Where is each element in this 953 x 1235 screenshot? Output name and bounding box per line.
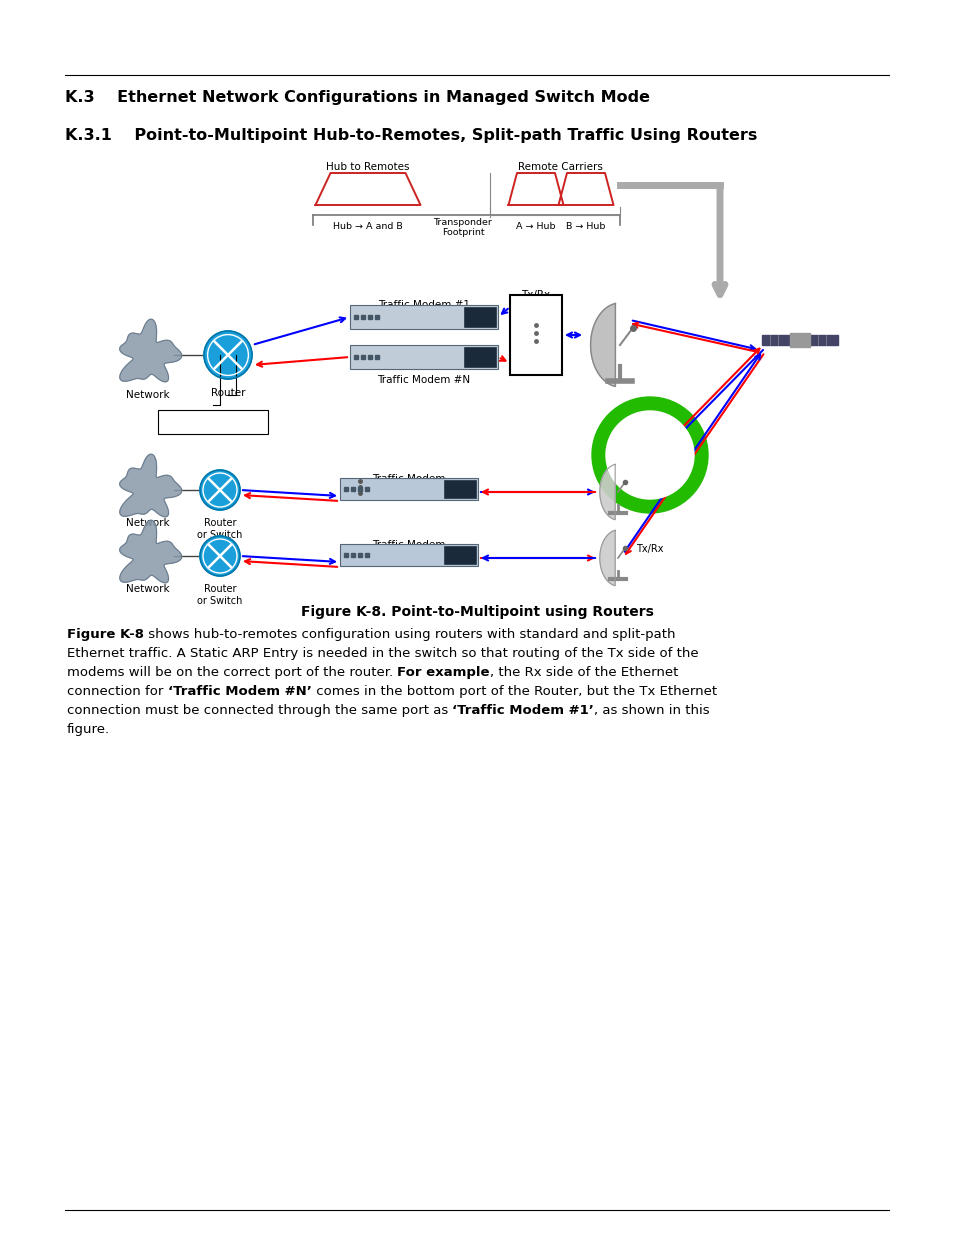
Bar bbox=[443, 546, 476, 564]
Polygon shape bbox=[119, 454, 181, 516]
Text: shows hub-to-remotes configuration using routers with standard and split-path: shows hub-to-remotes configuration using… bbox=[144, 629, 675, 641]
Text: Hub to Remotes: Hub to Remotes bbox=[326, 162, 410, 172]
Text: Tx/Rx: Tx/Rx bbox=[636, 478, 662, 488]
Text: comes in the bottom port of the Router, but the Tx Ethernet: comes in the bottom port of the Router, … bbox=[312, 685, 716, 698]
Bar bbox=[350, 305, 497, 329]
Text: modems will be on the correct port of the router.: modems will be on the correct port of th… bbox=[67, 666, 397, 679]
Text: Tx/Rx: Tx/Rx bbox=[521, 290, 550, 300]
Text: Traffic Modem: Traffic Modem bbox=[372, 474, 445, 484]
Bar bbox=[809, 335, 837, 345]
Text: , the Rx side of the Ethernet: , the Rx side of the Ethernet bbox=[489, 666, 678, 679]
Bar bbox=[510, 295, 561, 375]
Text: K.3    Ethernet Network Configurations in Managed Switch Mode: K.3 Ethernet Network Configurations in M… bbox=[65, 90, 649, 105]
Polygon shape bbox=[599, 530, 615, 585]
Text: ‘Traffic Modem #N’: ‘Traffic Modem #N’ bbox=[168, 685, 312, 698]
Text: Router
or Switch: Router or Switch bbox=[197, 584, 242, 605]
Polygon shape bbox=[119, 520, 181, 583]
Text: Figure K-8: Figure K-8 bbox=[67, 629, 144, 641]
Polygon shape bbox=[590, 304, 615, 387]
Bar bbox=[443, 480, 476, 498]
Text: Router: Router bbox=[211, 388, 245, 398]
Text: figure.: figure. bbox=[67, 722, 110, 736]
Text: Static ARP Entries: Static ARP Entries bbox=[169, 416, 256, 426]
Text: Traffic Modem #1: Traffic Modem #1 bbox=[377, 300, 470, 310]
Bar bbox=[339, 478, 477, 500]
Text: Network: Network bbox=[126, 584, 170, 594]
Text: B → Hub: B → Hub bbox=[566, 222, 605, 231]
Bar bbox=[463, 308, 496, 327]
Bar bbox=[339, 543, 477, 566]
Text: Traffic Modem #N: Traffic Modem #N bbox=[377, 375, 470, 385]
Text: Traffic Modem: Traffic Modem bbox=[372, 540, 445, 550]
Text: Network: Network bbox=[126, 390, 170, 400]
Text: Transponder: Transponder bbox=[433, 219, 492, 227]
Text: Network: Network bbox=[126, 517, 170, 529]
Bar bbox=[463, 347, 496, 367]
Text: OK: OK bbox=[622, 448, 677, 482]
Circle shape bbox=[204, 331, 252, 379]
Bar bbox=[158, 410, 268, 433]
Text: For example: For example bbox=[397, 666, 489, 679]
Bar bbox=[350, 345, 497, 369]
Polygon shape bbox=[119, 319, 181, 382]
Circle shape bbox=[592, 396, 707, 513]
Text: Ethernet traffic. A Static ARP Entry is needed in the switch so that routing of : Ethernet traffic. A Static ARP Entry is … bbox=[67, 647, 698, 659]
Text: Tx/Rx: Tx/Rx bbox=[636, 543, 662, 555]
Polygon shape bbox=[599, 464, 615, 520]
Text: Figure K-8. Point-to-Multipoint using Routers: Figure K-8. Point-to-Multipoint using Ro… bbox=[300, 605, 653, 619]
Text: A → Hub: A → Hub bbox=[516, 222, 556, 231]
Text: connection must be connected through the same port as: connection must be connected through the… bbox=[67, 704, 452, 718]
Text: connection for: connection for bbox=[67, 685, 168, 698]
Text: K.3.1    Point-to-Multipoint Hub-to-Remotes, Split-path Traffic Using Routers: K.3.1 Point-to-Multipoint Hub-to-Remotes… bbox=[65, 128, 757, 143]
Bar bbox=[761, 335, 789, 345]
Text: , as shown in this: , as shown in this bbox=[594, 704, 709, 718]
Text: Router
or Switch: Router or Switch bbox=[197, 517, 242, 540]
Circle shape bbox=[605, 411, 693, 499]
Text: ‘Traffic Modem #1’: ‘Traffic Modem #1’ bbox=[452, 704, 594, 718]
Text: Remote Carriers: Remote Carriers bbox=[517, 162, 601, 172]
Circle shape bbox=[200, 471, 240, 510]
Text: Hub → A and B: Hub → A and B bbox=[333, 222, 402, 231]
Text: Rx: Rx bbox=[529, 354, 542, 366]
Bar bbox=[789, 333, 809, 347]
Text: Footprint: Footprint bbox=[441, 228, 484, 237]
Circle shape bbox=[200, 536, 240, 576]
